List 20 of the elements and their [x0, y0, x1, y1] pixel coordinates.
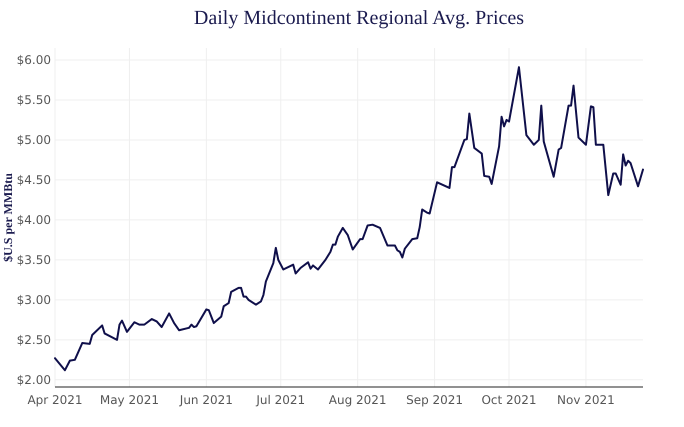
- x-tick-label: Aug 2021: [328, 393, 387, 407]
- chart-title: Daily Midcontinent Regional Avg. Prices: [194, 7, 524, 29]
- y-tick-label: $6.00: [16, 52, 51, 67]
- y-tick-label: $2.00: [16, 372, 51, 387]
- y-tick-label: $5.50: [16, 92, 51, 107]
- x-tick-label: May 2021: [100, 393, 160, 407]
- x-tick-label: Jul 2021: [255, 393, 306, 407]
- x-tick-label: Sep 2021: [406, 393, 464, 407]
- y-tick-label: $3.50: [16, 252, 51, 267]
- y-tick-label: $4.50: [16, 172, 51, 187]
- y-tick-label: $4.00: [16, 212, 51, 227]
- y-axis-title: $U.S per MMBtu: [1, 172, 15, 262]
- y-tick-label: $2.50: [16, 332, 51, 347]
- x-tick-label: Jun 2021: [178, 393, 233, 407]
- x-tick-label: Nov 2021: [557, 393, 615, 407]
- x-tick-label: Apr 2021: [27, 393, 83, 407]
- x-tick-label: Oct 2021: [481, 393, 537, 407]
- y-tick-label: $5.00: [16, 132, 51, 147]
- line-series: [54, 66, 644, 372]
- y-tick-label: $3.00: [16, 292, 51, 307]
